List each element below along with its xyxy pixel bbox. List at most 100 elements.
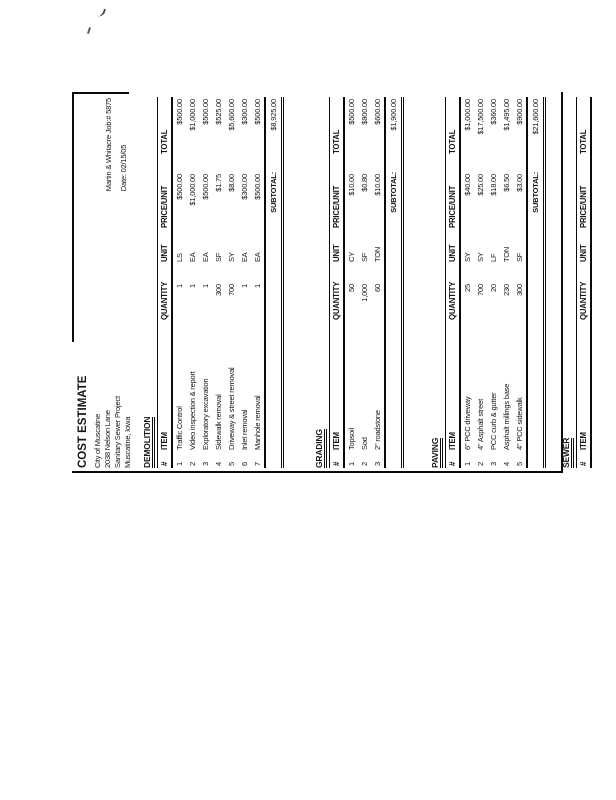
table-cell: 2 — [188, 462, 197, 466]
column-header: TOTAL — [332, 129, 341, 154]
table-cell: Asphalt millings base — [502, 383, 511, 450]
table-cell: Traffic Control — [175, 406, 184, 450]
scan-artifact — [96, 7, 106, 18]
table-cell: EA — [201, 252, 210, 262]
table-cell: $500.00 — [253, 99, 262, 125]
table-cell: $18.00 — [489, 174, 498, 196]
column-header: UNIT — [579, 244, 588, 262]
table-cell: $3.00 — [515, 174, 524, 192]
section-title: GRADING — [314, 429, 327, 468]
table-cell: Sidewalk removal — [214, 394, 223, 450]
subtotal-row: SUBTOTAL: $1,900.00 — [384, 97, 404, 468]
table-cell: Exploratory excavation — [201, 378, 210, 450]
table-cell: $500.00 — [175, 99, 184, 125]
table-cell: 230 — [502, 284, 511, 296]
table-cell: EA — [253, 252, 262, 262]
table-cell: 4 — [502, 462, 511, 466]
table-cell: 1 — [347, 462, 356, 466]
table-cell: $500.00 — [347, 99, 356, 125]
table-cell: $17,500.00 — [476, 99, 485, 135]
section-title: DEMOLITION — [142, 416, 155, 468]
table-cell: Inlet removal — [240, 409, 249, 450]
table-cell: 300 — [515, 284, 524, 296]
table-cell: 4" PCC sidewalk — [515, 397, 524, 450]
column-header: TOTAL — [448, 129, 457, 154]
table-cell: 60 — [373, 284, 382, 292]
column-header: # — [448, 461, 457, 466]
meta-block: Martin & Whitacre Job:# 5875 Date: 02/15… — [101, 98, 131, 191]
column-header: ITEM — [579, 432, 588, 450]
table-row: 3 2" roadstone 60 TON $10.00 $600.00 — [371, 97, 384, 468]
column-header: # — [332, 461, 341, 466]
table-row: 7 Manhole removal 1 EA $500.00 $500.00 — [251, 97, 264, 468]
document-title: COST ESTIMATE — [77, 375, 89, 468]
table-cell: SF — [515, 252, 524, 262]
date-line: Date: 02/15/05 — [119, 144, 128, 192]
table-row: 2 Sod 1,000 SF $0.80 $800.00 — [358, 97, 371, 468]
column-header: QUANTITY — [579, 281, 588, 320]
table-cell: 4" Asphalt street — [476, 399, 485, 450]
cost-estimate-document: COST ESTIMATE City of Muscatine 2038 Nel… — [72, 92, 592, 473]
column-header: QUANTITY — [448, 281, 457, 320]
table-header-row: # ITEM QUANTITY UNIT PRICE/UNIT TOTAL — [576, 97, 592, 468]
table-row: 3 Exploratory excavation 1 EA $500.00 $500.00 — [199, 97, 212, 468]
subtotal-label: SUBTOTAL: — [269, 172, 278, 213]
table-row: 5 4" PCC sidewalk 300 SF $3.00 $900.00 — [513, 97, 526, 468]
table-cell: 4 — [214, 462, 223, 466]
table-cell: SY — [227, 252, 236, 262]
table-cell: $1,000.00 — [463, 99, 472, 131]
table-cell: 50 — [347, 284, 356, 292]
table-cell: TON — [502, 246, 511, 262]
table-row: 6 Inlet removal 1 EA $300.00 $300.00 — [238, 97, 251, 468]
table-row: 3 PCC curb & gutter 20 LF $18.00 $360.00 — [487, 97, 500, 468]
table-cell: $5,600.00 — [227, 99, 236, 131]
table-cell: $525.00 — [214, 99, 223, 125]
table-cell: 1 — [175, 284, 184, 288]
column-header: TOTAL — [579, 129, 588, 154]
company-job-line: Martin & Whitacre Job:# 5875 — [104, 98, 113, 192]
title-block: COST ESTIMATE City of Muscatine 2038 Nel… — [77, 376, 133, 468]
cost-section: DEMOLITION # ITEM QUANTITY UNIT PRICE/UNIT TO… — [137, 97, 284, 468]
table-cell: 20 — [489, 284, 498, 292]
scan-edge-line — [72, 92, 129, 94]
table-cell: SF — [360, 252, 369, 262]
column-header: UNIT — [448, 244, 457, 262]
table-cell: $1,495.00 — [502, 99, 511, 131]
table-cell: $300.00 — [240, 174, 249, 200]
table-cell: 300 — [214, 284, 223, 296]
table-cell: 1 — [240, 284, 249, 288]
column-header: PRICE/UNIT — [160, 185, 169, 228]
table-cell: 3 — [201, 462, 210, 466]
table-cell: $360.00 — [489, 99, 498, 125]
table-row: 1 6" PCC driveway 25 SY $40.00 $1,000.00 — [461, 97, 474, 468]
table-cell: $500.00 — [201, 174, 210, 200]
table-cell: TON — [373, 246, 382, 262]
table-row: 5 Driveway & street removal 700 SY $8.00 $5,6… — [225, 97, 238, 468]
column-header: PRICE/UNIT — [332, 185, 341, 228]
table-cell: $300.00 — [240, 99, 249, 125]
scan-edge-line — [72, 471, 563, 473]
table-cell: $10.00 — [347, 174, 356, 196]
table-cell: 5 — [227, 462, 236, 466]
table-cell: $500.00 — [253, 174, 262, 200]
subtotal-value: $1,900.00 — [389, 99, 398, 131]
table-cell: CY — [347, 251, 356, 262]
cost-section: SEWER # ITEM QUANTITY UNIT PRICE/UNIT TOTAL — [556, 97, 592, 468]
subtotal-label: SUBTOTAL: — [531, 172, 540, 213]
column-header: UNIT — [160, 244, 169, 262]
table-row: 1 Topsoil 50 CY $10.00 $500.00 — [345, 97, 358, 468]
table-cell: LS — [175, 253, 184, 262]
subtotal-row: SUBTOTAL: $8,925.00 — [264, 97, 284, 468]
subtotal-value: $8,925.00 — [269, 99, 278, 131]
estimate-sections: DEMOLITION # ITEM QUANTITY UNIT PRICE/UNIT TO… — [137, 97, 592, 468]
table-cell: EA — [240, 252, 249, 262]
table-cell: Topsoil — [347, 428, 356, 450]
table-cell: 1,000 — [360, 284, 369, 302]
table-cell: $8.00 — [227, 174, 236, 192]
table-cell: SY — [463, 252, 472, 262]
table-row: 2 4" Asphalt street 700 SY $25.00 $17,500.00 — [474, 97, 487, 468]
table-row: 1 Traffic Control 1 LS $500.00 $500.00 — [173, 97, 186, 468]
table-cell: Sod — [360, 437, 369, 450]
table-cell: PCC curb & gutter — [489, 392, 498, 450]
column-header: QUANTITY — [332, 281, 341, 320]
